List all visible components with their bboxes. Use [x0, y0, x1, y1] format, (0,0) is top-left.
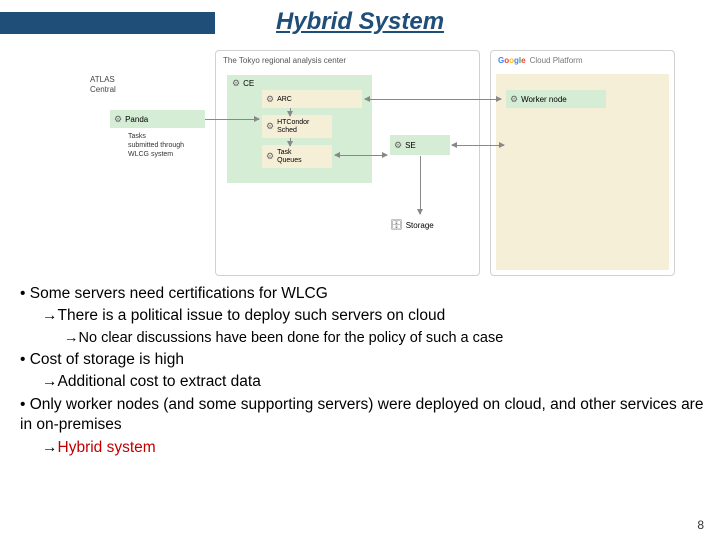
- bullet-2: • Cost of storage is high: [20, 350, 706, 370]
- architecture-diagram: The Tokyo regional analysis center ATLAS…: [90, 50, 670, 278]
- bullet-1: • Some servers need certifications for W…: [20, 284, 706, 304]
- storage-node: 🗄 Storage: [390, 215, 460, 235]
- gear-icon: ⚙: [266, 152, 274, 161]
- gear-icon: ⚙: [232, 78, 240, 89]
- cloud-header: Google Cloud Platform: [491, 51, 674, 70]
- arc-node: ⚙ ARC: [262, 90, 362, 108]
- panda-label: Panda: [125, 115, 148, 124]
- slide-title: Hybrid System: [0, 8, 720, 36]
- atlas-central-group: ATLAS Central ⚙ Panda Tasks submitted th…: [90, 75, 225, 175]
- google-logo-icon: Google: [498, 56, 526, 65]
- gear-icon: ⚙: [394, 140, 402, 151]
- atlas-label: ATLAS Central: [90, 75, 225, 94]
- ce-node: ⚙ CE ⚙ ARC ⚙ HTCondorSched ⚙ TaskQueues: [227, 75, 372, 183]
- worker-node: ⚙ Worker node: [506, 90, 606, 108]
- panda-node: ⚙ Panda: [110, 110, 205, 128]
- tokyo-center-title: The Tokyo regional analysis center: [216, 51, 479, 70]
- cloud-platform-box: Google Cloud Platform: [490, 50, 675, 276]
- arrow-arc-worker: [365, 99, 501, 100]
- hybrid-red-text: Hybrid system: [58, 439, 156, 456]
- slide: Hybrid System The Tokyo regional analysi…: [0, 0, 720, 540]
- bullet-1-sub: →There is a political issue to deploy su…: [42, 306, 706, 326]
- arrow-queue-se: [335, 155, 387, 156]
- gear-icon: ⚙: [266, 122, 274, 131]
- arrow-arc-htc: [290, 108, 291, 116]
- tasks-note: Tasks submitted through WLCG system: [128, 133, 184, 159]
- gear-icon: ⚙: [266, 94, 274, 105]
- bullet-1-subsub: →No clear discussions have been done for…: [64, 329, 706, 348]
- bullet-2-sub: →Additional cost to extract data: [42, 372, 706, 392]
- page-number: 8: [697, 518, 704, 532]
- disk-icon: 🗄: [390, 220, 403, 231]
- htcondor-node: ⚙ HTCondorSched: [262, 115, 332, 138]
- task-queues-node: ⚙ TaskQueues: [262, 145, 332, 168]
- arrow-se-worker: [452, 145, 504, 146]
- bullet-list: • Some servers need certifications for W…: [20, 284, 706, 460]
- gear-icon: ⚙: [114, 114, 122, 125]
- cloud-brand-label: Cloud Platform: [530, 56, 583, 65]
- ce-header: ⚙ CE: [232, 78, 367, 89]
- bullet-3-sub: →Hybrid system: [42, 438, 706, 458]
- se-node: ⚙ SE: [390, 135, 450, 155]
- gear-icon: ⚙: [510, 94, 518, 105]
- arrow-panda-arc: [205, 119, 259, 120]
- bullet-3: • Only worker nodes (and some supporting…: [20, 395, 706, 436]
- arrow-se-storage: [420, 156, 421, 214]
- arrow-htc-queue: [290, 138, 291, 146]
